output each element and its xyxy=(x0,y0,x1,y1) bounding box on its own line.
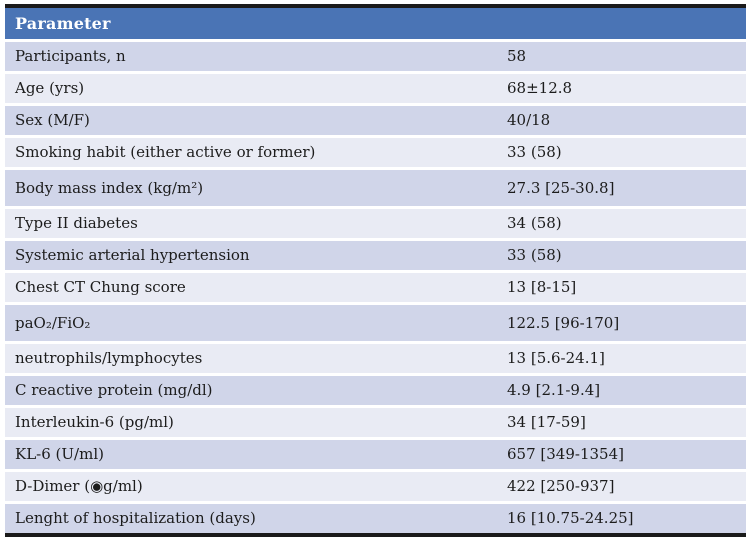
value-cell: 657 [349-1354] xyxy=(507,445,624,464)
value-cell: 122.5 [96-170] xyxy=(507,313,620,332)
value-cell: 68±12.8 xyxy=(507,79,573,98)
value-cell: 13 [8-15] xyxy=(507,278,577,297)
param-cell: D-Dimer (◉g/ml) xyxy=(15,477,143,496)
param-cell: Systemic arterial hypertension xyxy=(15,246,250,265)
value-cell: 33 (58) xyxy=(507,246,562,265)
table-header-row: Parameter xyxy=(5,8,746,39)
table-row-interleukin6: Interleukin-6 (pg/ml) 34 [17-59] xyxy=(5,408,746,437)
table-row-age: Age (yrs) 68±12.8 xyxy=(5,74,746,103)
table-header-label: Parameter xyxy=(15,14,111,33)
value-cell: 422 [250-937] xyxy=(507,477,615,496)
table-row-diabetes: Type II diabetes 34 (58) xyxy=(5,209,746,238)
table-row-hospitalization-length: Lenght of hospitalization (days) 16 [10.… xyxy=(5,504,746,533)
value-cell: 34 (58) xyxy=(507,214,562,233)
param-cell: Chest CT Chung score xyxy=(15,278,186,297)
table-row-neutrophils-lymphocytes: neutrophils/lymphocytes 13 [5.6-24.1] xyxy=(5,344,746,373)
table-row-pao2-fio2: paO₂/FiO₂ 122.5 [96-170] xyxy=(5,305,746,341)
value-cell: 58 xyxy=(507,47,527,66)
value-cell: 4.9 [2.1-9.4] xyxy=(507,381,601,400)
param-cell: Smoking habit (either active or former) xyxy=(15,143,316,162)
table-row-ct-score: Chest CT Chung score 13 [8-15] xyxy=(5,273,746,302)
value-cell: 33 (58) xyxy=(507,143,562,162)
param-cell: paO₂/FiO₂ xyxy=(15,313,91,332)
value-cell: 27.3 [25-30.8] xyxy=(507,178,615,197)
param-cell: Body mass index (kg/m²) xyxy=(15,178,204,197)
table-row-bmi: Body mass index (kg/m²) 27.3 [25-30.8] xyxy=(5,170,746,206)
param-cell: neutrophils/lymphocytes xyxy=(15,349,203,368)
param-cell: Lenght of hospitalization (days) xyxy=(15,509,256,528)
value-cell: 40/18 xyxy=(507,111,551,130)
parameters-table: Parameter Participants, n 58 Age (yrs) 6… xyxy=(5,4,746,537)
table-row-kl6: KL-6 (U/ml) 657 [349-1354] xyxy=(5,440,746,469)
param-cell: Age (yrs) xyxy=(15,79,85,98)
value-cell: 34 [17-59] xyxy=(507,413,586,432)
param-cell: Participants, n xyxy=(15,47,126,66)
param-cell: Sex (M/F) xyxy=(15,111,90,130)
table-body: Participants, n 58 Age (yrs) 68±12.8 Sex… xyxy=(5,42,746,533)
table-row-sex: Sex (M/F) 40/18 xyxy=(5,106,746,135)
table-row-participants: Participants, n 58 xyxy=(5,42,746,71)
table-row-hypertension: Systemic arterial hypertension 33 (58) xyxy=(5,241,746,270)
value-cell: 13 [5.6-24.1] xyxy=(507,349,605,368)
param-cell: KL-6 (U/ml) xyxy=(15,445,104,464)
param-cell: Type II diabetes xyxy=(15,214,138,233)
param-cell: C reactive protein (mg/dl) xyxy=(15,381,213,400)
table-row-crp: C reactive protein (mg/dl) 4.9 [2.1-9.4] xyxy=(5,376,746,405)
value-cell: 16 [10.75-24.25] xyxy=(507,509,634,528)
table-row-d-dimer: D-Dimer (◉g/ml) 422 [250-937] xyxy=(5,472,746,501)
table-row-smoking: Smoking habit (either active or former) … xyxy=(5,138,746,167)
param-cell: Interleukin-6 (pg/ml) xyxy=(15,413,174,432)
